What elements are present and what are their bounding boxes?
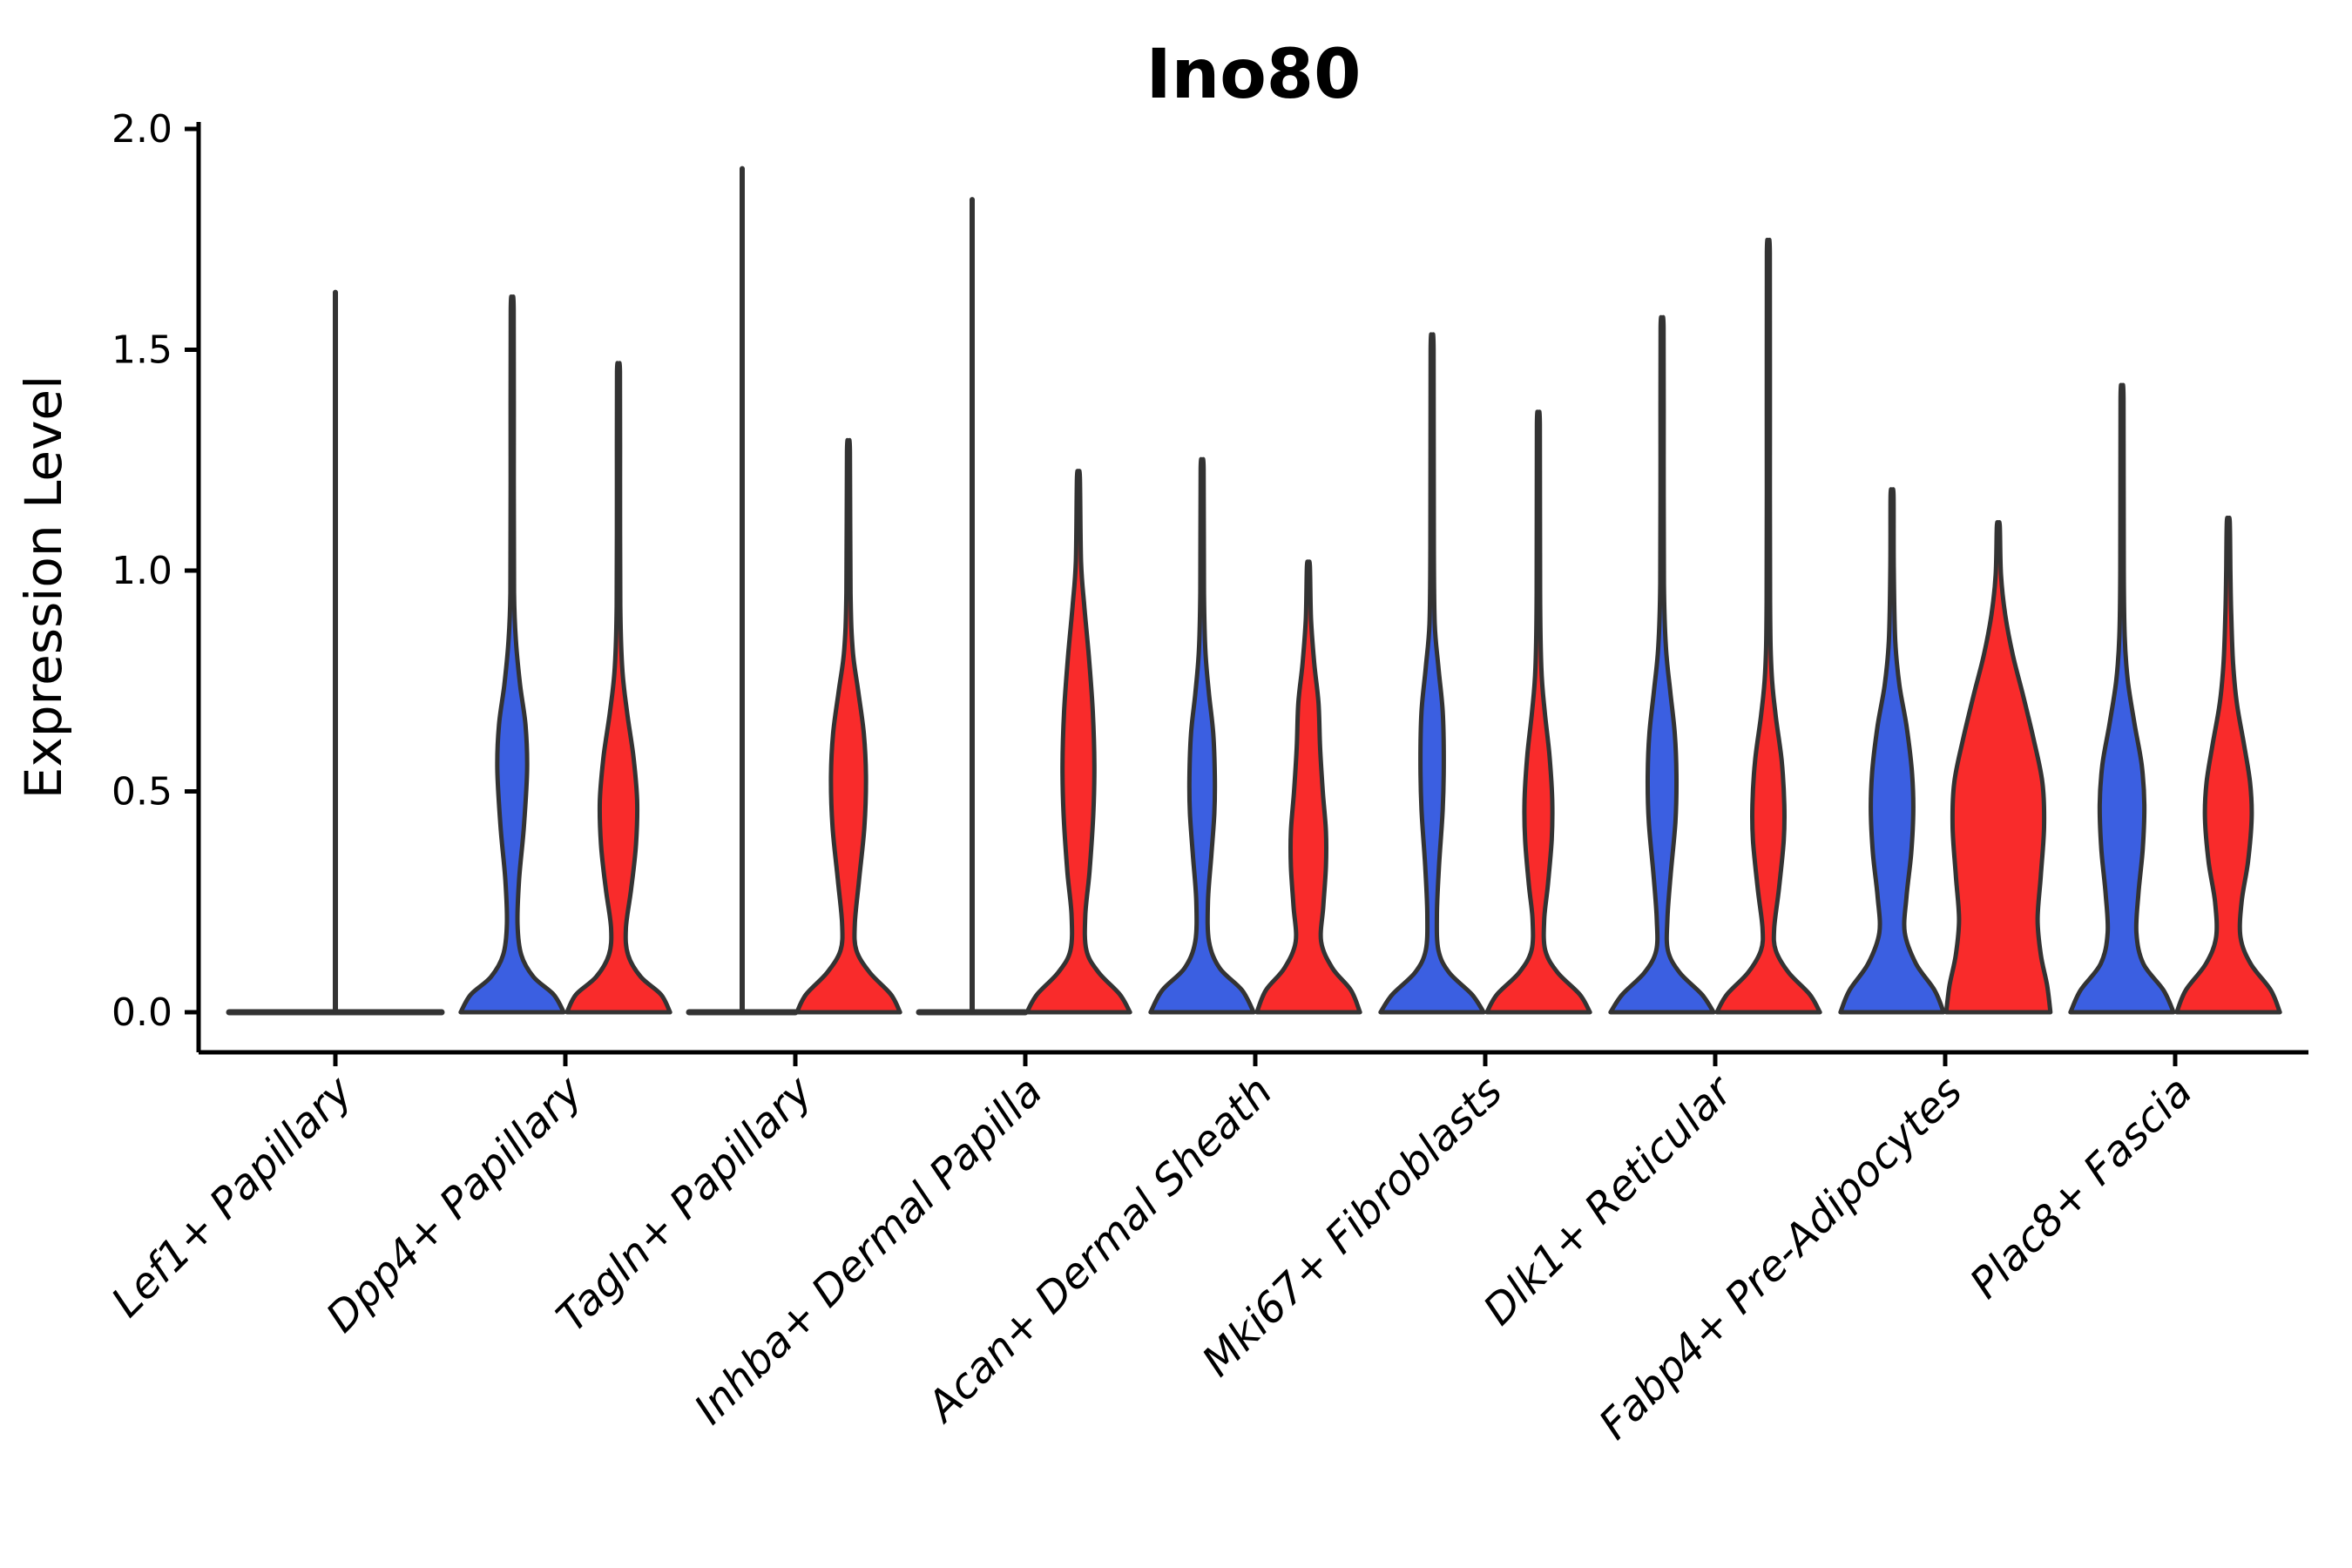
violin-mki67-fibroblasts-red xyxy=(1484,409,1592,1015)
violin-mki67-fibroblasts-blue xyxy=(1378,332,1486,1015)
y-axis-label: Expression Level xyxy=(14,375,73,799)
y-tick-label: 2.0 xyxy=(112,107,172,152)
violin-acan-dermal-sheath-red xyxy=(1254,559,1362,1015)
x-tick-label-tagln-papillary: Tagln+ Papillary xyxy=(547,1066,822,1342)
violin-dlk1-reticular-red xyxy=(1714,237,1822,1015)
violin-dpp4-papillary-red xyxy=(564,361,672,1015)
y-tick-label: 1.0 xyxy=(112,549,172,593)
violin-fabp4-pre-adipocytes-blue xyxy=(1838,487,1946,1015)
y-tick-label: 1.5 xyxy=(112,328,172,373)
x-tick-label-plac8-fascia: Plac8+ Fascia xyxy=(1961,1067,2202,1308)
x-tick-label-dpp4-papillary: Dpp4+ Papillary xyxy=(317,1066,592,1342)
violin-fabp4-pre-adipocytes-red xyxy=(1943,519,2053,1015)
axes-layer xyxy=(185,122,2308,1066)
violin-acan-dermal-sheath-blue xyxy=(1148,456,1256,1015)
y-tick-label: 0.0 xyxy=(112,990,172,1035)
y-tick-label: 0.5 xyxy=(112,770,172,814)
violin-plac8-fascia-red xyxy=(2174,515,2282,1015)
violin-dpp4-papillary-blue xyxy=(458,294,566,1015)
violin-tagln-papillary-red xyxy=(794,437,902,1015)
violin-inhba-dermal-papilla-red xyxy=(1024,469,1132,1015)
violins-layer xyxy=(226,166,2282,1016)
violin-plac8-fascia-blue xyxy=(2068,382,2176,1015)
x-tick-label-fabp4-pre-adipocytes: Fabp4+ Pre-Adipocytes xyxy=(1590,1067,1972,1450)
x-tick-label-lef1-papillary: Lef1+ Papillary xyxy=(102,1066,362,1327)
x-tick-label-dlk1-reticular: Dlk1+ Reticular xyxy=(1474,1065,1744,1335)
chart-title: Ino80 xyxy=(1146,36,1362,114)
violin-dlk1-reticular-blue xyxy=(1608,314,1716,1015)
